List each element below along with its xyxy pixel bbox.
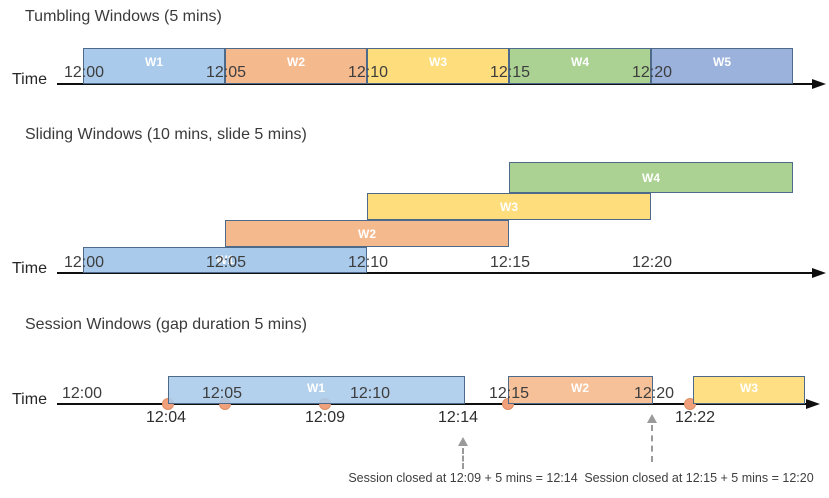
tumbling-window-w3-label: W3 [429,55,447,69]
tumbling-timeline-arrowhead-icon [812,79,826,89]
session-timeline [57,403,807,405]
tumbling-window-w1-label: W1 [145,55,163,69]
session-event-label-1209: 12:09 [304,409,346,426]
sliding-window-w2 [225,220,509,247]
tumbling-window-w1 [83,48,225,84]
session-event-label-1214: 12:14 [437,409,479,426]
tumbling-window-w4-label: W4 [571,55,589,69]
sliding-timeline-arrowhead-icon [812,268,826,278]
tumbling-window-w2 [225,48,367,84]
session-event-label-1204: 12:04 [145,409,187,426]
sliding-tick-1205: 12:05 [205,254,247,271]
sliding-section-title: Sliding Windows (10 mins, slide 5 mins) [25,126,307,143]
session-section-title: Session Windows (gap duration 5 mins) [25,316,307,333]
sliding-tick-1200: 12:00 [63,254,105,271]
session-window-w3 [693,376,805,404]
sliding-window-w4-label: W4 [642,171,660,185]
session-close-arrow-1-stem [462,448,464,469]
session-window-w3-label: W3 [740,381,758,395]
session-timeline-arrowhead-icon [806,399,820,409]
session-time-axis-label: Time [12,391,47,408]
session-close-note-1: Session closed at 12:09 + 5 mins = 12:14 [348,471,578,485]
tumbling-window-w4 [509,48,651,84]
tumbling-window-w2-label: W2 [287,55,305,69]
session-window-w2 [508,376,653,404]
session-close-arrow-2-head-icon [647,414,657,423]
session-close-arrow-2-stem [651,425,653,462]
sliding-window-w3 [367,193,651,220]
tumbling-tick-1200: 12:00 [63,64,105,81]
tumbling-tick-1210: 12:10 [347,64,389,81]
tumbling-tick-1215: 12:15 [489,64,531,81]
sliding-window-w1-label: W1 [216,253,234,267]
sliding-time-axis-label: Time [12,260,47,277]
sliding-tick-1210: 12:10 [347,254,389,271]
tumbling-timeline [57,83,812,85]
session-tick-1200: 12:00 [61,385,103,402]
tumbling-time-axis-label: Time [12,71,47,88]
session-window-w1-label: W1 [307,381,325,395]
session-tick-1205: 12:05 [201,385,243,402]
tumbling-tick-1220: 12:20 [631,64,673,81]
tumbling-tick-1205: 12:05 [205,64,247,81]
session-tick-1210: 12:10 [349,385,391,402]
session-window-w1 [168,376,465,404]
session-close-note-2: Session closed at 12:15 + 5 mins = 12:20 [584,471,814,485]
tumbling-section-title: Tumbling Windows (5 mins) [25,8,222,25]
session-close-arrow-1-head-icon [458,437,468,446]
tumbling-window-w3 [367,48,509,84]
sliding-tick-1215: 12:15 [489,254,531,271]
session-tick-1215: 12:15 [488,385,530,402]
session-event-label-1222: 12:22 [674,409,716,426]
sliding-window-w1 [83,247,367,273]
sliding-tick-1220: 12:20 [631,254,673,271]
session-window-w2-label: W2 [571,381,589,395]
session-tick-1220: 12:20 [633,385,675,402]
sliding-timeline [57,272,812,274]
sliding-window-w4 [509,162,793,193]
tumbling-window-w5 [651,48,793,84]
sliding-window-w2-label: W2 [358,227,376,241]
tumbling-window-w5-label: W5 [713,55,731,69]
sliding-window-w3-label: W3 [500,200,518,214]
